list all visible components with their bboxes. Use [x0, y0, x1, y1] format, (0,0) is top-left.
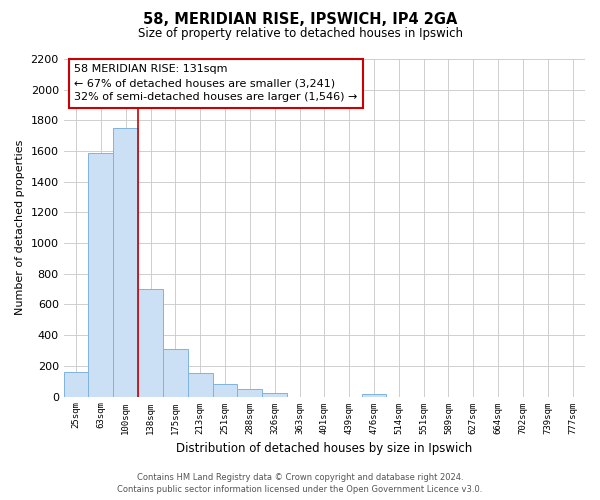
Bar	[188, 373, 212, 396]
Bar	[163, 349, 188, 397]
X-axis label: Distribution of detached houses by size in Ipswich: Distribution of detached houses by size …	[176, 442, 472, 455]
Text: 58, MERIDIAN RISE, IPSWICH, IP4 2GA: 58, MERIDIAN RISE, IPSWICH, IP4 2GA	[143, 12, 457, 28]
Bar	[64, 372, 88, 396]
Bar	[212, 384, 238, 396]
Bar	[262, 394, 287, 396]
Bar	[138, 289, 163, 397]
Bar	[88, 152, 113, 396]
Text: Size of property relative to detached houses in Ipswich: Size of property relative to detached ho…	[137, 28, 463, 40]
Text: 58 MERIDIAN RISE: 131sqm
← 67% of detached houses are smaller (3,241)
32% of sem: 58 MERIDIAN RISE: 131sqm ← 67% of detach…	[74, 64, 358, 102]
Bar	[113, 128, 138, 396]
Text: Contains HM Land Registry data © Crown copyright and database right 2024.
Contai: Contains HM Land Registry data © Crown c…	[118, 472, 482, 494]
Y-axis label: Number of detached properties: Number of detached properties	[15, 140, 25, 316]
Bar	[238, 389, 262, 396]
Bar	[362, 394, 386, 396]
